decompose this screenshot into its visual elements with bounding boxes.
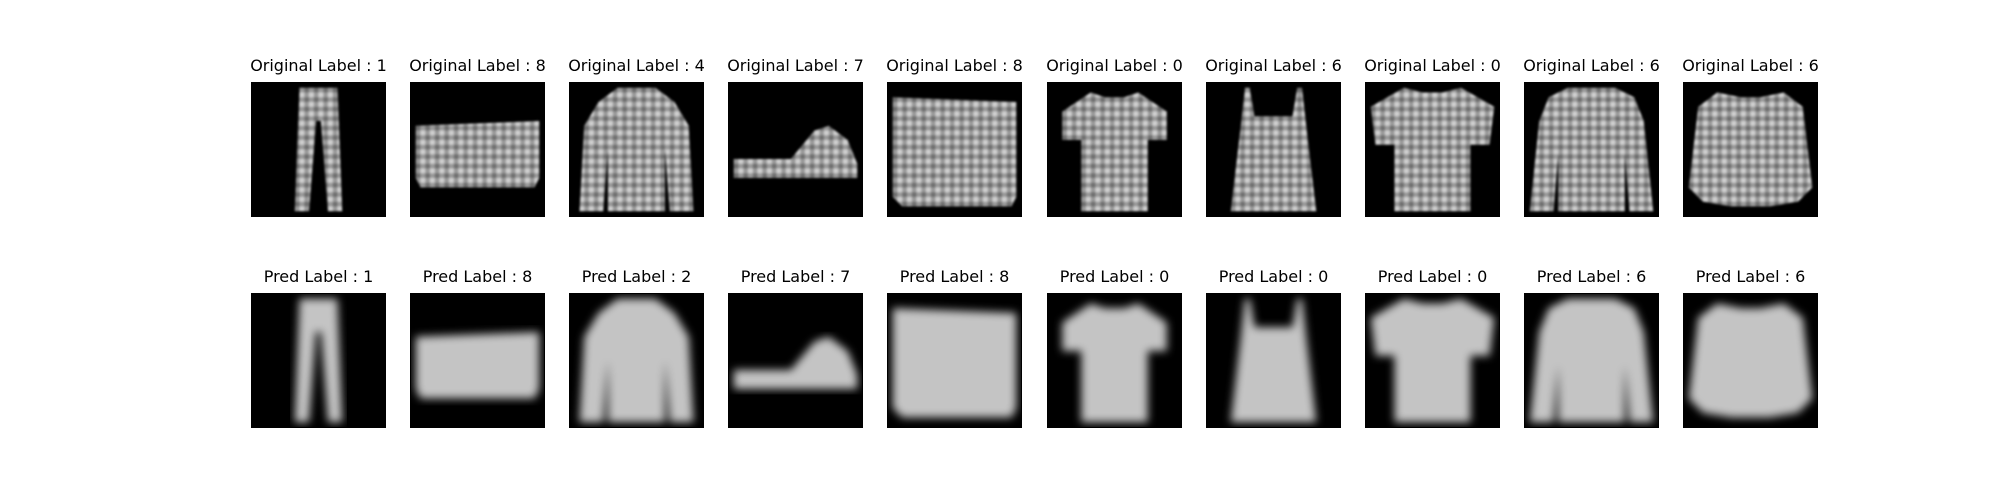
tank-silhouette bbox=[1230, 298, 1317, 423]
tank-silhouette bbox=[1230, 87, 1317, 212]
panel-title: Original Label : 8 bbox=[409, 56, 546, 75]
garment-image bbox=[569, 82, 704, 217]
blouse-silhouette bbox=[1688, 92, 1813, 207]
garment-image bbox=[1683, 293, 1818, 428]
garment-image bbox=[1683, 82, 1818, 217]
bag-square-silhouette bbox=[892, 97, 1017, 207]
panel-title: Pred Label : 2 bbox=[581, 267, 692, 286]
garment-image bbox=[1206, 82, 1341, 217]
plaid-shirt-silhouette bbox=[1529, 87, 1654, 212]
panel-title: Original Label : 8 bbox=[886, 56, 1023, 75]
garment-image bbox=[1206, 293, 1341, 428]
garment-image bbox=[410, 82, 545, 217]
bag-square-silhouette bbox=[892, 308, 1017, 418]
panel-title: Original Label : 4 bbox=[568, 56, 705, 75]
garment-image bbox=[1365, 82, 1500, 217]
panel-title: Pred Label : 0 bbox=[1059, 267, 1170, 286]
garment-image bbox=[728, 293, 863, 428]
panel-title: Pred Label : 6 bbox=[1536, 267, 1647, 286]
garment-image bbox=[1365, 293, 1500, 428]
coat-silhouette bbox=[579, 87, 694, 212]
panel-title: Original Label : 0 bbox=[1046, 56, 1183, 75]
panel-title: Original Label : 7 bbox=[727, 56, 864, 75]
panel-title: Original Label : 6 bbox=[1682, 56, 1819, 75]
blouse-silhouette bbox=[1688, 303, 1813, 418]
garment-image bbox=[410, 293, 545, 428]
panel-title: Original Label : 1 bbox=[250, 56, 387, 75]
polo-silhouette bbox=[1370, 298, 1495, 423]
panel-title: Original Label : 0 bbox=[1364, 56, 1501, 75]
panel-title: Original Label : 6 bbox=[1523, 56, 1660, 75]
garment-image bbox=[1524, 82, 1659, 217]
bag-silhouette bbox=[415, 121, 540, 188]
garment-image bbox=[569, 293, 704, 428]
garment-image bbox=[1047, 82, 1182, 217]
sneaker-silhouette bbox=[733, 336, 858, 389]
panel-title: Pred Label : 6 bbox=[1695, 267, 1806, 286]
panel-title: Pred Label : 7 bbox=[740, 267, 851, 286]
coat-silhouette bbox=[579, 298, 694, 423]
garment-image bbox=[251, 293, 386, 428]
tshirt-silhouette bbox=[1062, 92, 1167, 212]
bag-silhouette bbox=[415, 332, 540, 399]
sneaker-silhouette bbox=[733, 125, 858, 178]
panel-title: Pred Label : 8 bbox=[422, 267, 533, 286]
trouser-silhouette bbox=[294, 87, 343, 212]
panel-title: Pred Label : 0 bbox=[1377, 267, 1488, 286]
garment-image bbox=[887, 82, 1022, 217]
panel-title: Pred Label : 1 bbox=[263, 267, 374, 286]
panel-title: Pred Label : 8 bbox=[899, 267, 1010, 286]
trouser-silhouette bbox=[294, 298, 343, 423]
garment-image bbox=[728, 82, 863, 217]
panel-title: Original Label : 6 bbox=[1205, 56, 1342, 75]
garment-image bbox=[887, 293, 1022, 428]
garment-image bbox=[1524, 293, 1659, 428]
panel-title: Pred Label : 0 bbox=[1218, 267, 1329, 286]
tshirt-silhouette bbox=[1062, 303, 1167, 423]
garment-image bbox=[1047, 293, 1182, 428]
garment-image bbox=[251, 82, 386, 217]
plaid-shirt-silhouette bbox=[1529, 298, 1654, 423]
polo-silhouette bbox=[1370, 87, 1495, 212]
